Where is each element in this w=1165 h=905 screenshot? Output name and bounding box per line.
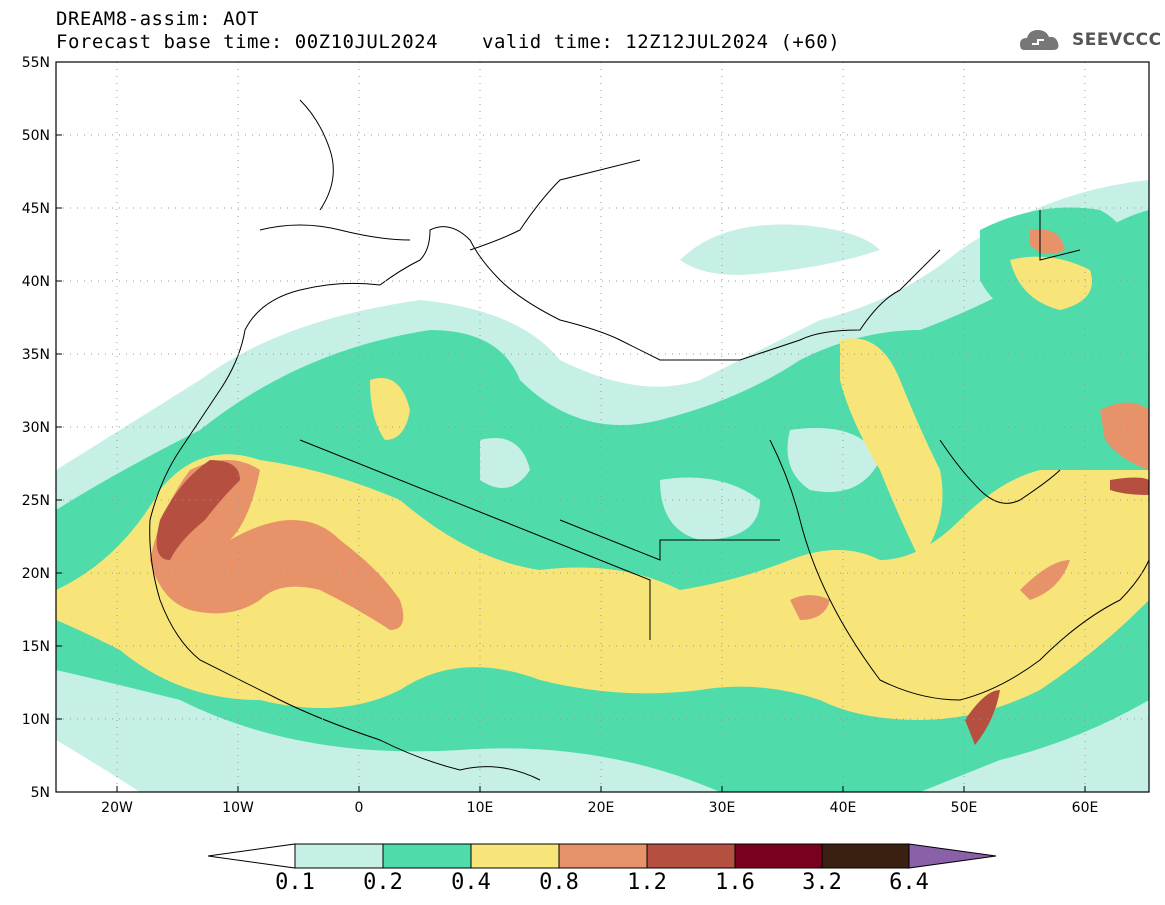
lat-label: 20N [22, 566, 50, 582]
aot-level-03 [56, 454, 1149, 720]
lon-label: 30E [709, 800, 736, 816]
colorbar-label: 0.4 [451, 870, 491, 895]
colorbar-over [908, 843, 997, 869]
aot-level-05 [156, 460, 240, 560]
lat-label: 15N [22, 639, 50, 655]
lon-label: 60E [1072, 800, 1099, 816]
colorbar-bin [558, 843, 648, 869]
aot-level-03b [840, 338, 943, 560]
colorbar-label: 0.2 [363, 870, 403, 895]
lat-label: 5N [31, 785, 50, 801]
lat-label: 50N [22, 128, 50, 144]
lon-label: 0 [355, 800, 364, 816]
lat-label: 30N [22, 420, 50, 436]
lat-label: 10N [22, 712, 50, 728]
lon-label: 40E [830, 800, 857, 816]
colorbar-bin [646, 843, 736, 869]
axis-ticks [56, 61, 1086, 793]
lat-label: 45N [22, 201, 50, 217]
lat-label: 35N [22, 347, 50, 363]
lon-label: 50E [951, 800, 978, 816]
map-title: DREAM8-assim: AOT [56, 8, 259, 30]
forecast-base-time: Forecast base time: 00Z10JUL2024 [56, 31, 439, 53]
colorbar-label: 3.2 [802, 870, 842, 895]
lat-label: 55N [22, 55, 50, 71]
cloud-icon [1020, 30, 1059, 50]
longitude-labels: 20W 10W 0 10E 20E 30E 40E 50E 60E [101, 800, 1098, 816]
lat-label: 40N [22, 274, 50, 290]
lon-label: 20E [588, 800, 615, 816]
lon-label: 10W [222, 800, 254, 816]
colorbar-bin [734, 843, 823, 869]
colorbar-label: 1.2 [627, 870, 667, 895]
colorbar-bin [294, 843, 384, 869]
valid-time: valid time: 12Z12JUL2024 (+60) [482, 31, 841, 53]
lon-label: 10E [467, 800, 494, 816]
graticule [56, 62, 1149, 792]
colorbar-bin [382, 843, 472, 869]
latitude-labels: 55N 50N 45N 40N 35N 30N 25N 20N 15N 10N … [22, 55, 50, 801]
colorbar-label: 0.1 [275, 870, 315, 895]
aot-level-01b [680, 224, 880, 275]
lon-label: 20W [101, 800, 133, 816]
lat-label: 25N [22, 493, 50, 509]
colorbar-label: 6.4 [889, 870, 929, 895]
colorbar-label: 1.6 [715, 870, 755, 895]
coastlines [149, 99, 1149, 781]
colorbar-under [207, 843, 296, 869]
colorbar-bin [470, 843, 560, 869]
colorbar-label: 0.8 [539, 870, 579, 895]
colorbar-bin [821, 843, 910, 869]
colorbar [207, 843, 997, 869]
logo-text: SEEVCCC [1072, 30, 1162, 50]
